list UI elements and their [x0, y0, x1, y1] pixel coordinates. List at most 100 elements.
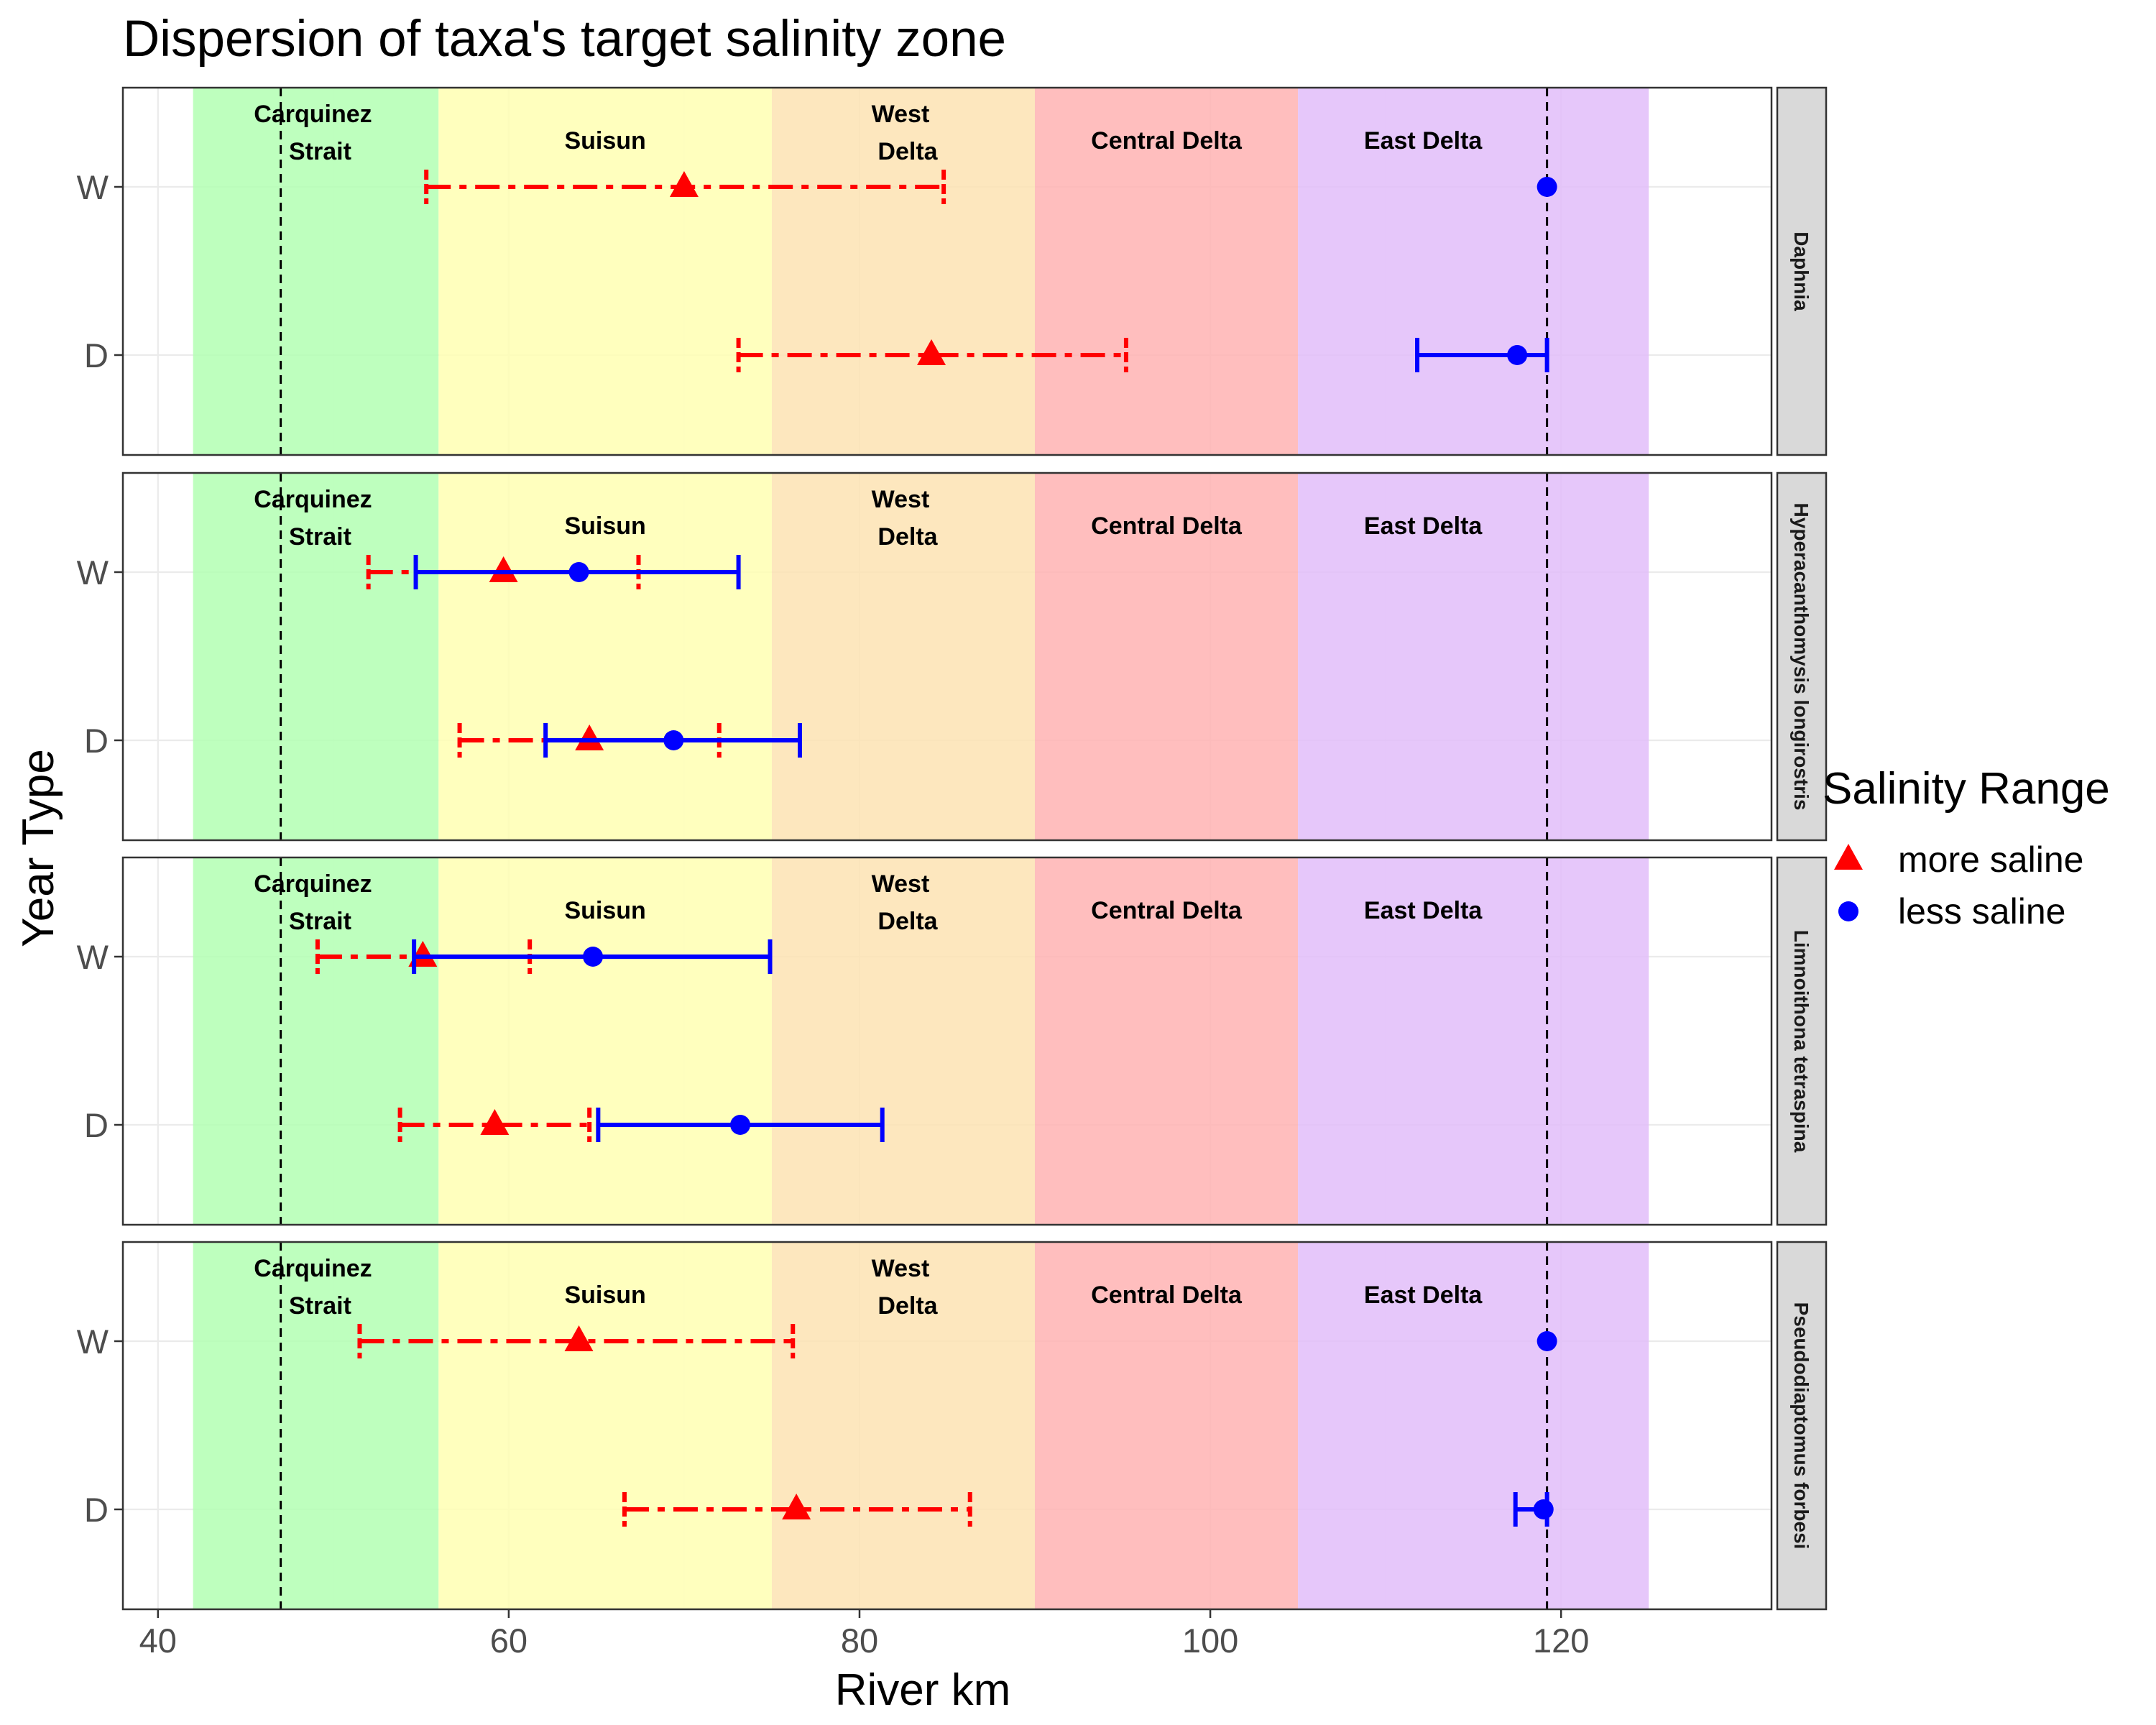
zone-label: Central Delta: [1091, 897, 1243, 924]
errorbar-less-saline-d: [1513, 1492, 1554, 1527]
zone-label: Strait: [289, 138, 351, 165]
zone-label: Delta: [877, 138, 938, 165]
x-tick-label: 100: [1182, 1622, 1238, 1660]
panel-limnoithona-tetraspina: Carquinez Strait Suisun West Delta Central De…: [77, 856, 1828, 1226]
zone-label: West: [872, 486, 930, 513]
facet-strip: [1776, 856, 1828, 1226]
y-tick-label: W: [77, 1322, 109, 1361]
panel-border: [121, 856, 1773, 1226]
y-tick-label: D: [84, 1491, 109, 1529]
legend-title: Salinity Range: [1823, 764, 2110, 814]
zone-label: Carquinez: [254, 870, 372, 898]
zone-label: Central Delta: [1091, 127, 1243, 155]
facet-strip-label: Hyperacanthomysis longirostris: [1790, 503, 1812, 811]
y-tick-label: W: [77, 168, 109, 206]
point-triangle: [575, 724, 604, 750]
point-circle: [583, 947, 604, 967]
zone-label: Strait: [289, 908, 351, 935]
facet-strip: [1776, 472, 1828, 842]
errorbar-less-saline-w: [413, 555, 741, 589]
zone-west-delta: [771, 88, 1036, 455]
point-circle: [730, 1115, 751, 1135]
y-axis-label: Year Type: [14, 749, 63, 947]
panel-pseudodiaptomus-forbesi: Carquinez Strait Suisun West Delta Central De…: [77, 1241, 1828, 1611]
point-triangle: [489, 556, 518, 582]
zone-suisun: [438, 1242, 772, 1609]
y-tick-label: D: [84, 722, 109, 760]
zone-carquinez-strait: [193, 473, 439, 840]
errorbar-more-saline-w: [357, 1324, 796, 1358]
errorbar-more-saline-d: [736, 338, 1128, 372]
legend-key-circle: [1838, 901, 1858, 921]
zone-label: West: [872, 870, 930, 898]
errorbar-less-saline-w: [412, 939, 773, 974]
point-triangle: [564, 1325, 594, 1351]
zone-suisun: [438, 88, 772, 455]
zone-central-delta: [1035, 473, 1299, 840]
zone-west-delta: [771, 857, 1036, 1225]
point-circle: [663, 730, 684, 750]
point-circle: [1507, 345, 1528, 365]
zone-carquinez-strait: [193, 1242, 439, 1609]
x-tick-label: 60: [490, 1622, 528, 1660]
zone-east-delta: [1298, 1242, 1649, 1609]
zone-central-delta: [1035, 857, 1299, 1225]
zone-label: Strait: [289, 523, 351, 551]
facet-strip: [1776, 1241, 1828, 1611]
zone-suisun: [438, 473, 772, 840]
legend-key-triangle: [1834, 844, 1863, 870]
x-axis: 40 60 80 100 120: [139, 1609, 1589, 1660]
zone-label: East Delta: [1364, 512, 1483, 540]
y-tick-label: D: [84, 1106, 109, 1144]
point-circle: [1537, 177, 1557, 197]
legend-label: less saline: [1898, 891, 2065, 932]
panel-border: [121, 86, 1773, 456]
panel-daphnia: Carquinez Strait Suisun West Delta Central De…: [77, 86, 1828, 456]
panel-border: [121, 472, 1773, 842]
point-triangle: [669, 171, 699, 197]
legend-entries: more saline less saline: [1834, 840, 2083, 932]
y-tick-label: W: [77, 938, 109, 976]
point-triangle: [917, 339, 946, 365]
legend-entry-more-saline: more saline: [1834, 840, 2083, 880]
point-circle: [1537, 1331, 1557, 1351]
zone-label: Delta: [877, 1292, 938, 1320]
point-triangle: [480, 1109, 510, 1135]
errorbar-less-saline-d: [543, 723, 803, 758]
zone-west-delta: [771, 1242, 1036, 1609]
legend: Salinity Range more saline less saline: [1823, 764, 2110, 932]
zone-west-delta: [771, 473, 1036, 840]
zone-label: East Delta: [1364, 897, 1483, 924]
zone-label: East Delta: [1364, 127, 1483, 155]
zone-east-delta: [1298, 857, 1649, 1225]
point-circle: [1533, 1499, 1554, 1519]
point-triangle: [782, 1494, 811, 1519]
errorbar-more-saline-w: [424, 170, 946, 204]
x-tick-label: 40: [139, 1622, 177, 1660]
panels: Carquinez Strait Suisun West Delta Central De…: [77, 86, 1828, 1611]
facet-strip: [1776, 86, 1828, 456]
zone-label: West: [872, 101, 930, 128]
errorbar-less-saline-d: [596, 1108, 885, 1142]
facet-strip-label: Limnoithona tetraspina: [1790, 930, 1812, 1153]
zone-label: Carquinez: [254, 101, 372, 128]
zone-central-delta: [1035, 88, 1299, 455]
zone-label: Suisun: [564, 1282, 645, 1309]
panel-hyperacanthomysis-longirostris: Carquinez Strait Suisun West Delta Central De…: [77, 472, 1828, 842]
zone-suisun: [438, 857, 772, 1225]
legend-entry-less-saline: less saline: [1838, 891, 2065, 932]
zone-label: Strait: [289, 1292, 351, 1320]
zone-label: West: [872, 1255, 930, 1282]
zone-label: Suisun: [564, 897, 645, 924]
zone-label: Central Delta: [1091, 512, 1243, 540]
zone-label: Suisun: [564, 127, 645, 155]
panel-border: [121, 1241, 1773, 1611]
zone-label: Carquinez: [254, 486, 372, 513]
facet-strip-label: Pseudodiaptomus forbesi: [1790, 1302, 1812, 1550]
x-tick-label: 120: [1533, 1622, 1589, 1660]
errorbar-less-saline-w: [1537, 1331, 1557, 1351]
legend-label: more saline: [1898, 840, 2083, 880]
zone-label: Delta: [877, 523, 938, 551]
errorbar-less-saline-w: [1537, 177, 1557, 197]
